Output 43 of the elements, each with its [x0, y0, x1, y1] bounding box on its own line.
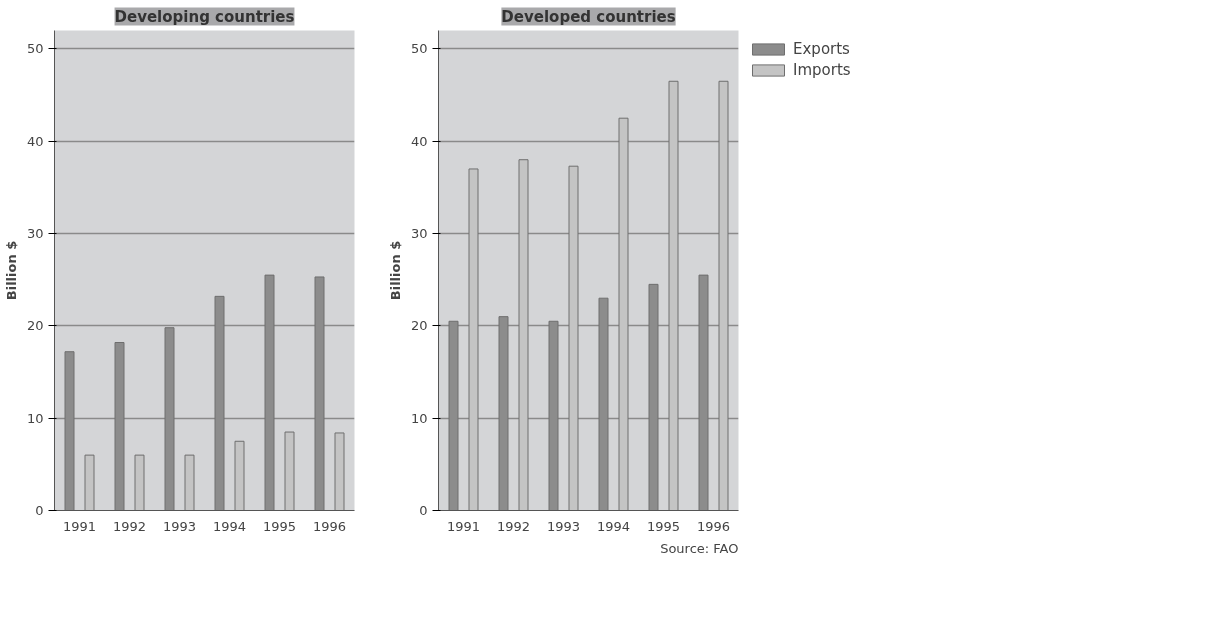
- x-tick-label: 1991: [62, 518, 97, 534]
- y-tick-label: 10: [26, 410, 44, 426]
- bar: [468, 168, 479, 511]
- x-tick-label: 1996: [696, 518, 731, 534]
- chart-title: Developing countries: [114, 7, 295, 26]
- y-tick-label: 10: [410, 410, 428, 426]
- bar: [668, 80, 679, 511]
- source-note: Source: FAO: [660, 540, 739, 556]
- y-tick-label: 20: [26, 318, 44, 334]
- x-tick-label: 1992: [496, 518, 531, 534]
- x-tick-label: 1994: [212, 518, 247, 534]
- bar: [84, 454, 95, 511]
- bar: [618, 117, 629, 511]
- y-tick-label: 50: [26, 41, 44, 57]
- y-tick-label: 30: [410, 226, 428, 242]
- y-tick-label: 0: [35, 503, 44, 518]
- y-tick-label: 20: [410, 318, 428, 334]
- y-tick-label: 0: [419, 503, 428, 518]
- x-tick-label: 1996: [312, 518, 347, 534]
- x-tick-label: 1994: [596, 518, 631, 534]
- bar: [284, 431, 295, 511]
- bar: [234, 440, 245, 511]
- y-tick-label: 30: [26, 226, 44, 242]
- bar: [334, 432, 345, 511]
- y-tick-label: 40: [26, 133, 44, 149]
- x-tick-label: 1995: [262, 518, 297, 534]
- x-tick-label: 1995: [646, 518, 681, 534]
- bar: [184, 454, 195, 511]
- bar: [718, 80, 729, 511]
- y-axis-title: Billion $: [387, 240, 403, 301]
- legend-label: Imports: [793, 61, 851, 79]
- x-tick-label: 1992: [112, 518, 147, 534]
- x-tick-label: 1993: [162, 518, 197, 534]
- y-axis-title: Billion $: [3, 240, 19, 301]
- x-tick-label: 1991: [446, 518, 481, 534]
- x-tick-label: 1993: [546, 518, 581, 534]
- chart-title: Developed countries: [501, 7, 676, 26]
- y-tick-label: 50: [410, 41, 428, 57]
- y-tick-label: 40: [410, 133, 428, 149]
- legend-label: Exports: [793, 40, 850, 58]
- bar: [518, 159, 529, 511]
- bar: [134, 454, 145, 511]
- bar: [568, 165, 579, 511]
